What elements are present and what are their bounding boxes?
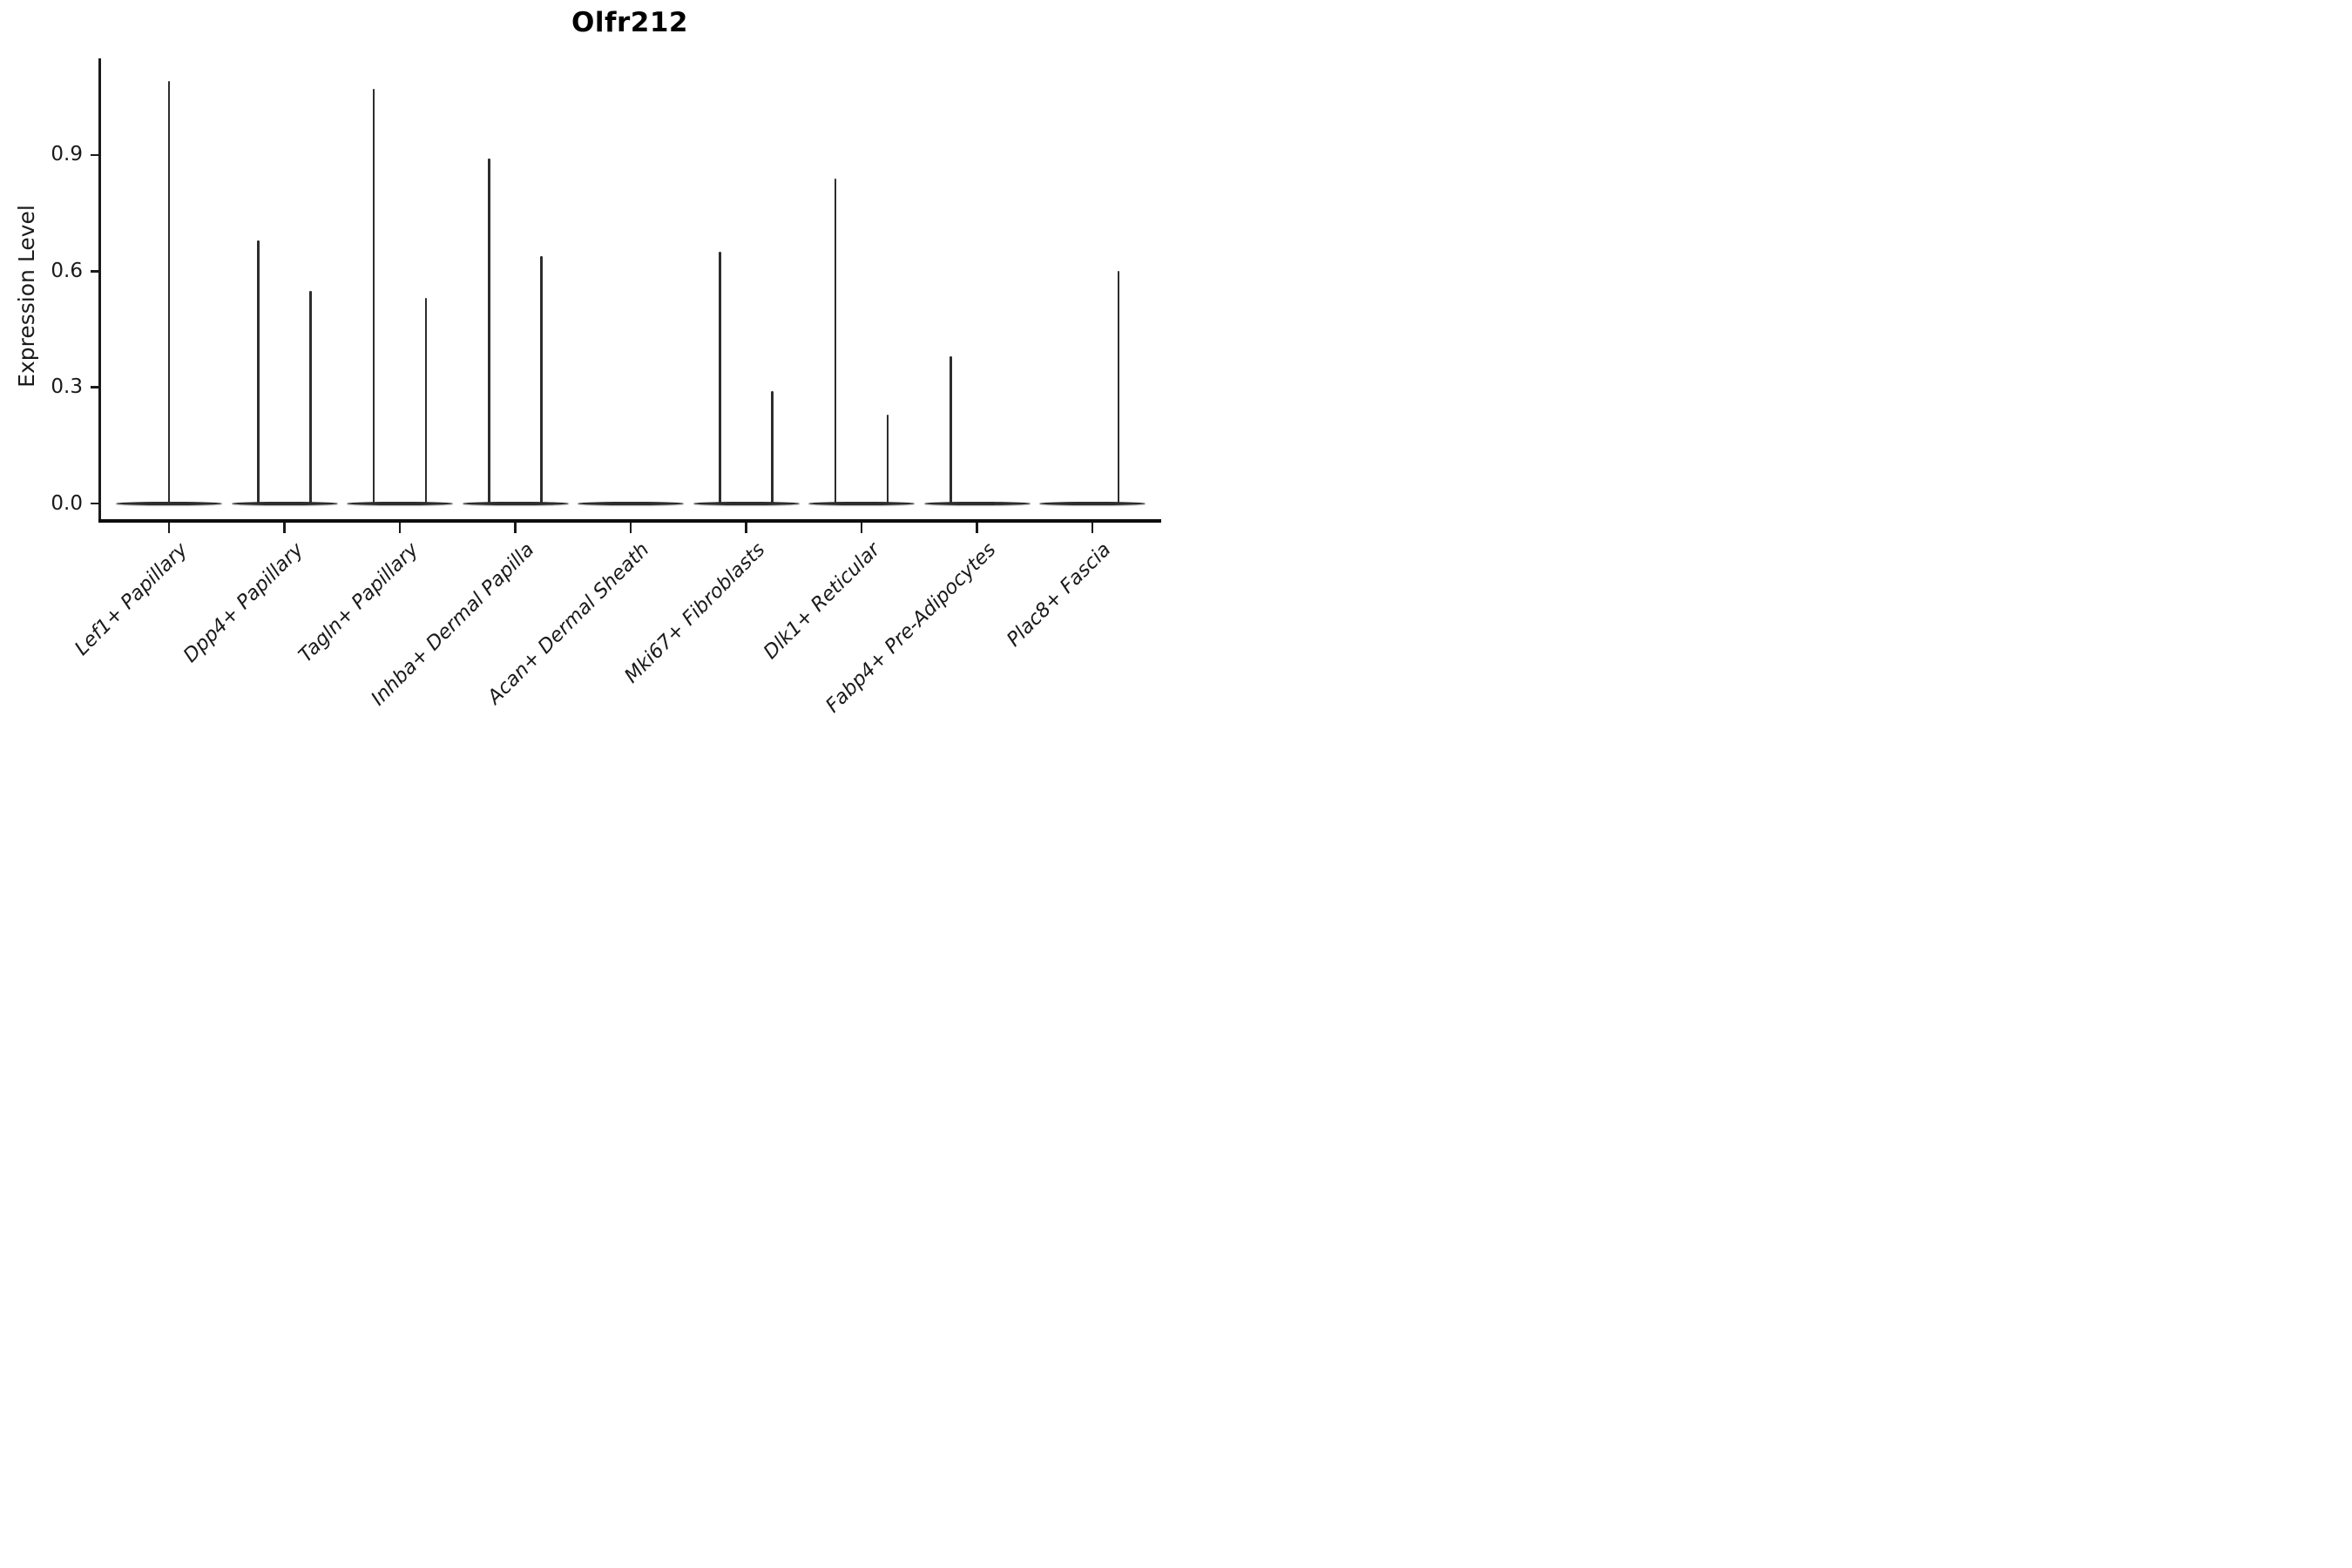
violin-plot-figure: Olfr212 Expression Level 0.0 0.3 0.6 0.9 Lef…	[0, 0, 1176, 784]
violin-body	[462, 501, 569, 505]
x-tick-mark	[860, 523, 863, 533]
x-tick-mark	[167, 523, 171, 533]
violin-body	[231, 501, 338, 505]
x-tick-mark	[1091, 523, 1094, 533]
x-tick-mark	[976, 523, 978, 533]
violin-spike	[719, 252, 721, 504]
violin-body	[808, 501, 915, 505]
x-tick-mark	[514, 523, 517, 533]
x-tick-label: Dpp4+ Papillary	[179, 538, 308, 667]
y-tick-mark	[91, 386, 98, 389]
y-tick-label: 0.9	[51, 143, 83, 166]
violin-spike	[257, 240, 260, 504]
violin-spike	[309, 290, 312, 504]
violin-spike	[424, 298, 428, 504]
violin-body	[578, 501, 684, 505]
x-tick-mark	[398, 523, 402, 533]
violin-body	[693, 501, 800, 505]
violin-spike	[488, 159, 490, 504]
y-axis-label: Expression Level	[14, 205, 39, 388]
violin-spike	[167, 81, 171, 504]
chart-title: Olfr212	[571, 7, 688, 38]
x-tick-label: Tagln+ Papillary	[294, 538, 423, 667]
x-tick-mark	[745, 523, 747, 533]
violin-spike	[540, 255, 543, 504]
y-tick-mark	[91, 153, 98, 157]
y-tick-label: 0.0	[51, 491, 83, 515]
x-tick-mark	[629, 523, 632, 533]
x-tick-mark	[283, 523, 286, 533]
violin-spike	[771, 391, 774, 504]
x-tick-label: Dlk1+ Reticular	[759, 538, 885, 664]
violin-spike	[834, 178, 837, 504]
y-tick-mark	[91, 502, 98, 505]
violin-spike	[950, 356, 952, 504]
y-tick-mark	[91, 270, 98, 273]
y-axis-spine	[98, 58, 101, 523]
x-tick-label: Lef1+ Papillary	[70, 538, 193, 660]
y-tick-label: 0.6	[51, 259, 83, 282]
violin-body	[347, 501, 453, 505]
x-tick-label: Plac8+ Fascia	[1002, 538, 1116, 652]
y-tick-label: 0.3	[51, 375, 83, 399]
violin-spike	[372, 89, 375, 504]
violin-spike	[886, 414, 889, 504]
violin-body	[1039, 501, 1146, 505]
x-axis-spine	[98, 519, 1161, 523]
violin-body	[923, 501, 1031, 505]
violin-spike	[1117, 271, 1120, 504]
